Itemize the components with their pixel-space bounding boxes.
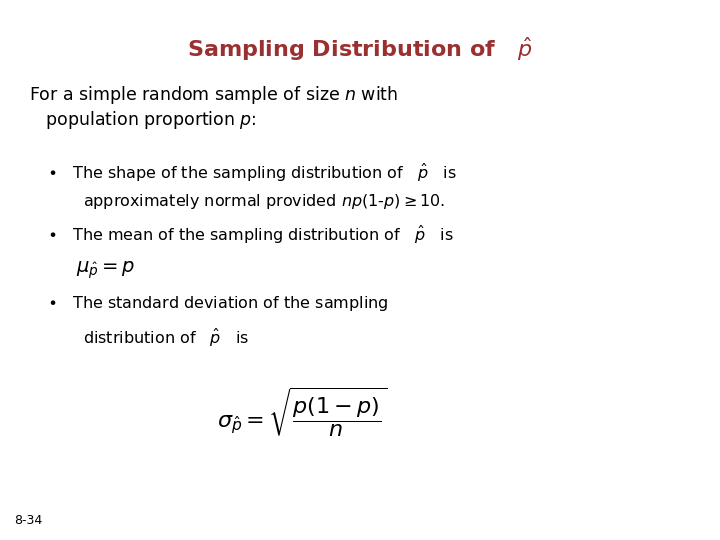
Text: $\mu_{\hat{p}} = p$: $\mu_{\hat{p}} = p$ [76,259,135,281]
Text: $\bullet$   The standard deviation of the sampling: $\bullet$ The standard deviation of the … [47,294,388,313]
Text: distribution of   $\hat{p}$   is: distribution of $\hat{p}$ is [83,327,249,349]
Text: For a simple random sample of size $n$ with
   population proportion $p$:: For a simple random sample of size $n$ w… [29,84,398,131]
Text: 8-34: 8-34 [14,514,42,526]
Text: Sampling Distribution of   $\hat{p}$: Sampling Distribution of $\hat{p}$ [187,35,533,63]
Text: $\bullet$   The shape of the sampling distribution of   $\hat{p}$   is: $\bullet$ The shape of the sampling dist… [47,162,456,184]
Text: approximately normal provided $np$(1-$p$)$\geq$10.: approximately normal provided $np$(1-$p$… [83,192,445,211]
Text: $\sigma_{\hat{p}} = \sqrt{\dfrac{p(1-p)}{n}}$: $\sigma_{\hat{p}} = \sqrt{\dfrac{p(1-p)}… [217,386,387,440]
Text: $\bullet$   The mean of the sampling distribution of   $\hat{p}$   is: $\bullet$ The mean of the sampling distr… [47,224,454,246]
